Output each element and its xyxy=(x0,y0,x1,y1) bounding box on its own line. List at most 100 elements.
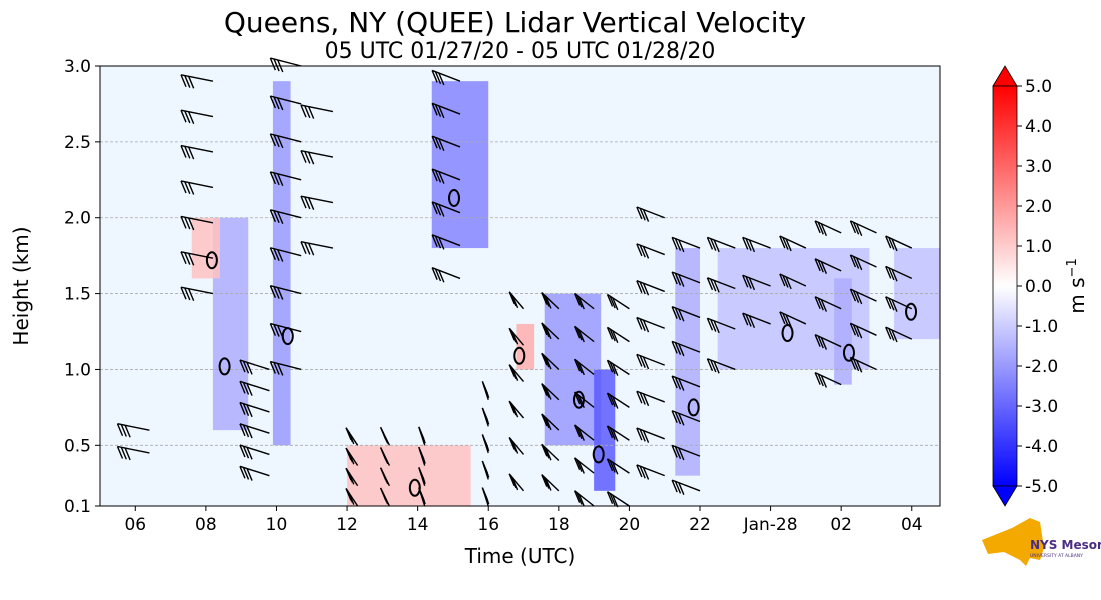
wind-barb xyxy=(508,364,525,383)
x-tick-label: 08 xyxy=(195,515,217,535)
wind-barb xyxy=(573,424,595,441)
grid-lines xyxy=(100,141,940,446)
wind-barb xyxy=(269,95,302,111)
wind-barb xyxy=(671,410,701,426)
wind-barb xyxy=(541,322,560,340)
y-tick-label: 1.0 xyxy=(64,360,91,380)
wind-barb xyxy=(269,133,302,149)
wind-barb xyxy=(345,467,359,487)
wind-barb xyxy=(671,306,701,322)
wind-barb xyxy=(508,291,525,310)
wind-barb xyxy=(779,273,807,290)
wind-barb xyxy=(431,135,461,152)
wind-barb xyxy=(606,392,630,409)
wind-barb xyxy=(379,426,391,446)
velocity-region xyxy=(834,278,852,385)
wind-barb xyxy=(849,356,877,373)
colorbar-unit: m s xyxy=(1065,277,1089,313)
wind-barb xyxy=(379,467,391,487)
contour-line xyxy=(408,478,421,497)
wind-barb xyxy=(300,240,334,256)
wind-barb xyxy=(180,215,214,231)
wind-barb xyxy=(180,144,214,160)
wind-barb xyxy=(849,322,877,339)
wind-barb xyxy=(431,102,461,119)
wind-barb xyxy=(706,358,736,374)
wind-barb xyxy=(431,234,461,250)
wind-barb xyxy=(180,286,214,301)
wind-barb xyxy=(239,380,270,396)
wind-barb xyxy=(885,235,913,252)
wind-barb xyxy=(239,465,270,481)
wind-barb xyxy=(573,490,595,507)
wind-barb xyxy=(481,434,490,454)
y-tick-label: 0.5 xyxy=(64,436,91,456)
wind-barb xyxy=(180,109,214,124)
colorbar-tick-label: 1.0 xyxy=(1025,237,1052,257)
wind-barb xyxy=(508,437,525,455)
colorbar-tick-label: 5.0 xyxy=(1025,77,1052,97)
wind-barb xyxy=(742,274,771,291)
wind-barb xyxy=(345,427,359,446)
wind-barb xyxy=(418,467,426,486)
y-tick-label: 1.5 xyxy=(64,285,91,305)
wind-barb xyxy=(573,391,595,409)
contour-line xyxy=(905,302,918,321)
wind-barb xyxy=(431,201,461,217)
wind-barb xyxy=(541,413,560,431)
wind-barb xyxy=(671,375,701,391)
velocity-region xyxy=(431,81,489,249)
wind-barb xyxy=(573,325,595,343)
wind-barb xyxy=(418,426,426,446)
wind-barb xyxy=(706,317,736,334)
colorbar-tick-label: 4.0 xyxy=(1025,117,1052,137)
y-tick-label: 2.0 xyxy=(64,209,91,229)
wind-barb xyxy=(541,292,560,310)
wind-barb xyxy=(418,487,426,507)
wind-barb xyxy=(180,180,214,195)
wind-barb xyxy=(345,488,359,507)
wind-barb xyxy=(345,447,359,466)
wind-barb xyxy=(814,296,842,312)
wind-barb xyxy=(636,206,665,222)
wind-barb xyxy=(742,312,771,329)
x-axis-ticks: 06 08 10 12 14 16 18 20 22 Jan-28 02 04 xyxy=(124,506,923,535)
x-tick-label: 10 xyxy=(266,515,288,535)
wind-barb xyxy=(885,265,913,282)
wind-barb xyxy=(508,400,525,419)
contour-line xyxy=(842,343,855,362)
wind-barb xyxy=(606,293,630,311)
wind-barb xyxy=(814,334,842,350)
wind-barb xyxy=(779,235,807,252)
colorbar-tick-label: 0.0 xyxy=(1025,277,1052,297)
wind-barb xyxy=(671,340,701,357)
wind-barb xyxy=(481,487,490,507)
wind-barb xyxy=(814,220,842,237)
wind-barb xyxy=(300,104,334,119)
x-tick-label: 16 xyxy=(477,515,499,535)
contour-line xyxy=(448,189,460,207)
wind-barb xyxy=(606,458,630,475)
wind-barb xyxy=(239,401,270,418)
x-tick-label: 06 xyxy=(124,515,146,535)
wind-barb xyxy=(706,277,736,293)
wind-barb xyxy=(573,457,595,474)
wind-barb xyxy=(636,464,665,480)
velocity-region xyxy=(272,81,291,446)
wind-barb xyxy=(418,446,426,466)
velocity-region xyxy=(594,369,616,491)
wind-barb xyxy=(779,311,807,328)
y-tick-label: 2.5 xyxy=(64,133,91,153)
wind-barb xyxy=(300,149,334,165)
chart-subtitle: 05 UTC 01/27/20 - 05 UTC 01/28/20 xyxy=(325,39,716,64)
contour-line xyxy=(205,251,218,270)
colorbar-ticks: 5.0 4.0 3.0 2.0 1.0 0.0 -1.0 -2.0 -3.0 -4.0 -5.0 xyxy=(1017,77,1058,497)
colorbar-gradient xyxy=(992,85,1018,487)
wind-barb xyxy=(508,327,525,346)
wind-barb xyxy=(239,359,270,375)
y-axis-label: Height (km) xyxy=(9,226,33,345)
x-tick-label: 04 xyxy=(901,515,923,535)
wind-barb xyxy=(431,69,461,86)
wind-barb xyxy=(541,443,560,461)
wind-barb xyxy=(671,236,701,253)
